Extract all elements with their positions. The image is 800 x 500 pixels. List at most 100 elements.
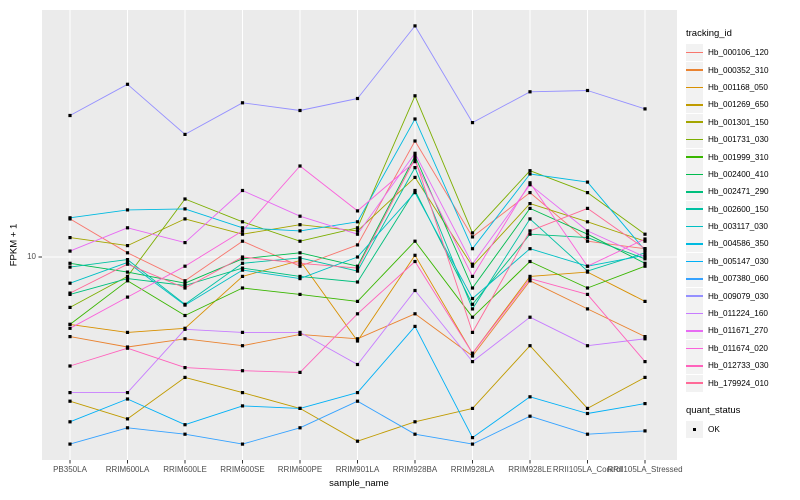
data-point bbox=[68, 291, 72, 295]
data-point bbox=[355, 264, 360, 268]
data-point bbox=[125, 397, 130, 401]
data-point bbox=[68, 442, 72, 446]
legend-key-swatch bbox=[686, 339, 703, 357]
data-point bbox=[470, 262, 475, 266]
data-point bbox=[413, 420, 417, 424]
legend-key-swatch bbox=[686, 421, 703, 438]
data-point bbox=[183, 279, 187, 283]
data-point bbox=[240, 261, 245, 265]
legend-item-label: Hb_004586_350 bbox=[708, 239, 769, 249]
legend-item-label: Hb_000106_120 bbox=[708, 48, 769, 58]
data-point bbox=[470, 360, 475, 364]
data-point bbox=[298, 406, 302, 410]
legend-item: Hb_005147_030 bbox=[686, 252, 798, 270]
data-point bbox=[643, 253, 647, 257]
legend-quant-items: OK bbox=[686, 421, 798, 438]
data-point bbox=[240, 274, 245, 278]
data-point bbox=[528, 217, 532, 221]
data-point bbox=[470, 442, 475, 446]
data-point bbox=[68, 216, 72, 220]
data-point bbox=[585, 269, 590, 273]
data-point bbox=[643, 261, 647, 265]
data-point bbox=[528, 172, 532, 176]
data-point bbox=[240, 286, 245, 290]
legend-key-swatch bbox=[686, 96, 703, 114]
legend-item-label: Hb_011671_270 bbox=[708, 326, 768, 336]
legend-key-swatch bbox=[686, 374, 703, 392]
data-point bbox=[355, 266, 360, 270]
data-point bbox=[298, 239, 302, 243]
data-point bbox=[585, 220, 590, 224]
data-point bbox=[355, 96, 360, 101]
legend-key-swatch bbox=[686, 235, 703, 253]
legend-key-swatch bbox=[686, 218, 703, 236]
legend-key-line bbox=[686, 191, 703, 193]
data-point bbox=[240, 344, 245, 348]
legend-item: Hb_012733_030 bbox=[686, 357, 798, 375]
legend-item: Hb_001301_150 bbox=[686, 113, 798, 131]
data-point bbox=[643, 335, 647, 339]
legend-key-swatch bbox=[686, 270, 703, 288]
data-point bbox=[68, 322, 72, 326]
legend-key-line bbox=[686, 138, 703, 141]
data-point bbox=[528, 206, 532, 210]
legend-key-swatch bbox=[686, 305, 703, 323]
legend-item-label: Hb_179924_010 bbox=[708, 378, 769, 388]
data-point bbox=[183, 207, 187, 211]
legend-key-swatch bbox=[686, 44, 703, 62]
data-point bbox=[240, 239, 245, 243]
data-point bbox=[643, 247, 647, 251]
data-point bbox=[183, 337, 187, 341]
data-point bbox=[528, 181, 532, 185]
data-point bbox=[240, 442, 245, 446]
data-point bbox=[355, 226, 360, 230]
legend-item: Hb_011224_160 bbox=[686, 305, 798, 323]
legend-key-line bbox=[686, 51, 703, 54]
data-point bbox=[470, 286, 475, 290]
data-point bbox=[585, 344, 590, 348]
data-point bbox=[183, 286, 187, 290]
legend-item: Hb_002471_290 bbox=[686, 183, 798, 201]
legend-key-swatch bbox=[686, 148, 703, 166]
data-point bbox=[470, 296, 475, 301]
data-point bbox=[585, 292, 590, 296]
data-point bbox=[585, 236, 590, 240]
data-point bbox=[298, 223, 302, 227]
legend-item: Hb_007380_060 bbox=[686, 270, 798, 288]
data-point bbox=[240, 232, 245, 236]
data-point bbox=[298, 274, 302, 278]
legend-key-swatch bbox=[686, 200, 703, 218]
data-point bbox=[240, 255, 245, 259]
legend-item: Hb_002600_150 bbox=[686, 200, 798, 218]
legend-item-label: Hb_001731_030 bbox=[708, 135, 769, 145]
data-point bbox=[643, 375, 647, 379]
data-point bbox=[355, 299, 360, 303]
data-point bbox=[298, 426, 302, 430]
data-point bbox=[125, 260, 130, 264]
data-point bbox=[125, 208, 130, 212]
data-point bbox=[125, 270, 130, 274]
legend-key-line bbox=[686, 225, 703, 228]
legend-item-quant: OK bbox=[686, 421, 798, 438]
data-point bbox=[413, 188, 417, 193]
plot-panel bbox=[42, 10, 677, 460]
x-tick-label: RRIM928LE bbox=[508, 465, 552, 474]
data-point bbox=[585, 191, 590, 195]
data-point bbox=[298, 214, 302, 218]
legend-item-label: OK bbox=[708, 425, 720, 434]
legend-item-label: Hb_007380_060 bbox=[708, 274, 769, 284]
data-point bbox=[125, 330, 130, 334]
x-tick-label: RRIM901LA bbox=[336, 465, 380, 474]
legend-item: Hb_000352_310 bbox=[686, 61, 798, 79]
data-point bbox=[413, 239, 417, 243]
data-point bbox=[528, 277, 532, 281]
data-point bbox=[585, 232, 590, 236]
data-point bbox=[183, 197, 187, 201]
y-tick-label: 10 bbox=[27, 252, 36, 261]
data-point bbox=[298, 164, 302, 168]
data-point bbox=[68, 236, 72, 240]
data-point bbox=[125, 295, 130, 299]
data-point bbox=[470, 436, 475, 440]
